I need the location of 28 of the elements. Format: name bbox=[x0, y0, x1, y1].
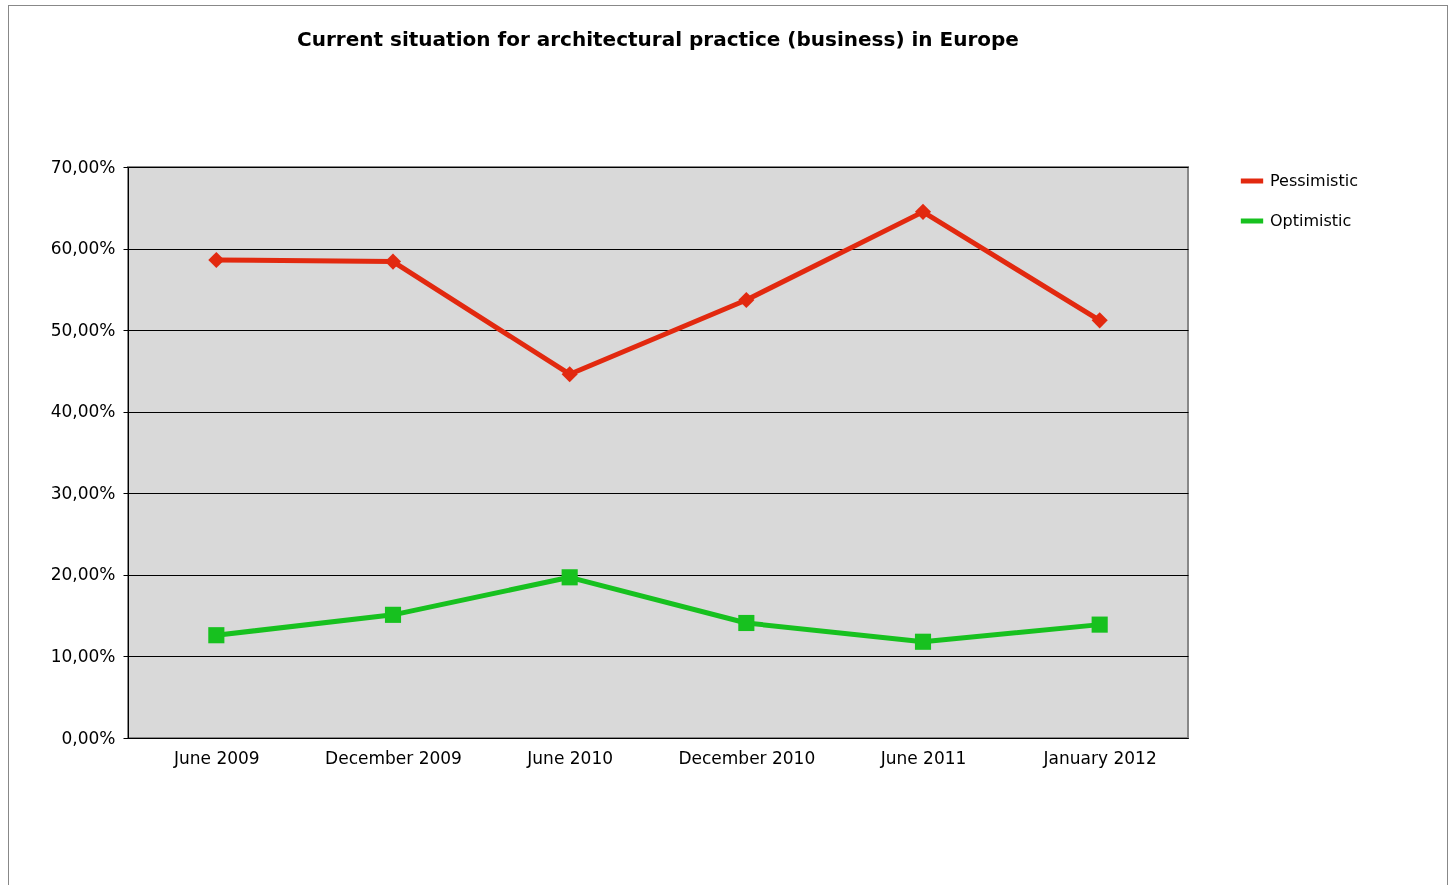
y-tick-label: 0,00% bbox=[61, 727, 116, 748]
x-tick-label: June 2010 bbox=[526, 747, 614, 768]
legend-label: Optimistic bbox=[1270, 211, 1352, 230]
legend-label: Pessimistic bbox=[1270, 171, 1358, 190]
point bbox=[384, 606, 402, 623]
point bbox=[914, 203, 932, 220]
y-tick-label: 60,00% bbox=[50, 238, 116, 259]
y-tick-label: 40,00% bbox=[50, 401, 116, 422]
point bbox=[208, 251, 225, 269]
point bbox=[1091, 312, 1108, 329]
point bbox=[1091, 616, 1108, 633]
y-tick-label: 70,00% bbox=[50, 156, 116, 177]
point bbox=[561, 366, 578, 383]
point bbox=[561, 569, 578, 586]
x-tick-label: December 2009 bbox=[325, 747, 462, 768]
chart-title: Current situation for architectural practice (business) in Europe bbox=[297, 27, 1019, 51]
y-tick-label: 30,00% bbox=[50, 482, 116, 503]
x-tick-label: December 2010 bbox=[678, 747, 816, 768]
point bbox=[208, 627, 225, 644]
point bbox=[738, 291, 755, 309]
y-tick-label: 20,00% bbox=[50, 564, 116, 585]
x-tick-label: June 2011 bbox=[879, 747, 967, 768]
y-tick-label: 50,00% bbox=[50, 319, 116, 340]
point bbox=[914, 633, 932, 650]
x-tick-label: June 2009 bbox=[172, 747, 260, 768]
point bbox=[738, 614, 755, 632]
x-tick-label: January 2012 bbox=[1042, 747, 1157, 768]
y-tick-label: 10,00% bbox=[50, 645, 116, 666]
